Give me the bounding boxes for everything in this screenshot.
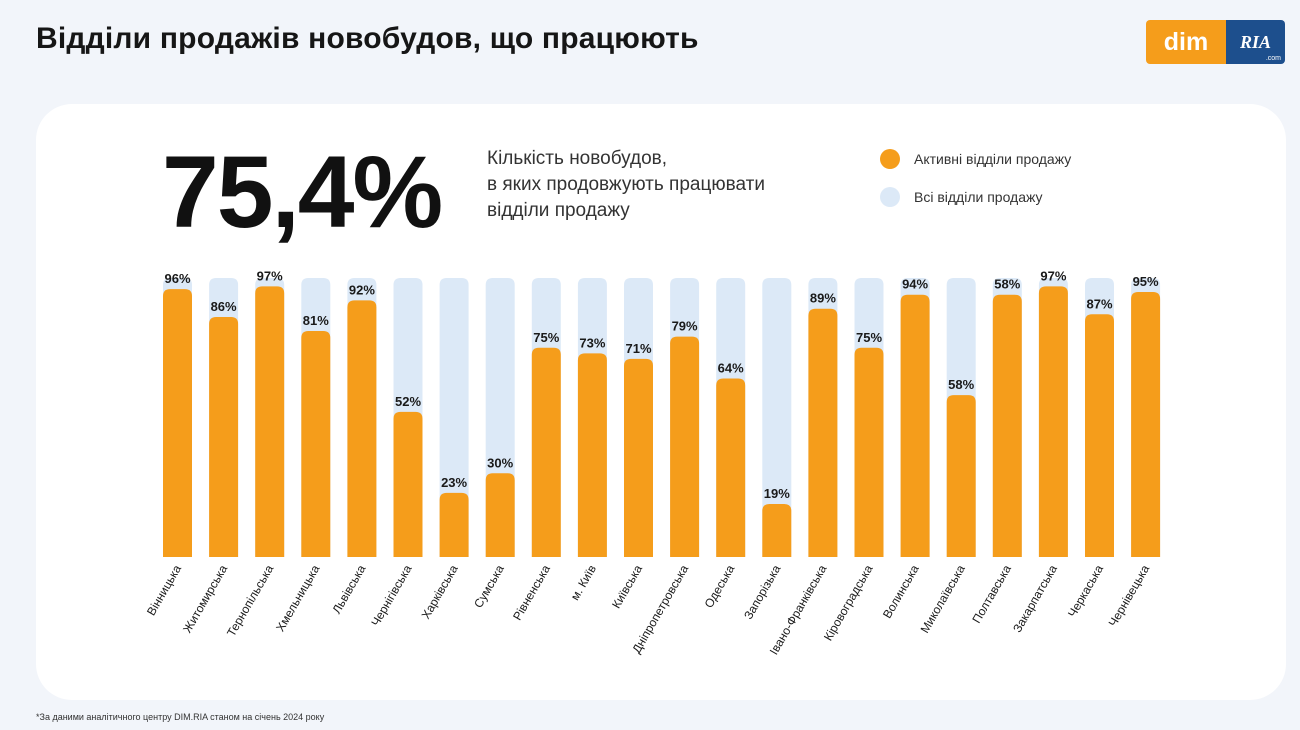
data-label-4: 92% [349, 282, 375, 297]
bar-active-1 [209, 317, 239, 557]
bar-active-12 [716, 378, 746, 557]
category-label-15: Кіровоградська [821, 562, 876, 643]
category-label-20: Черкаська [1065, 562, 1106, 619]
bar-active-2 [255, 286, 285, 557]
legend-label-all: Всі відділи продажу [914, 189, 1043, 205]
category-label-4: Львівська [329, 562, 368, 616]
bar-active-8 [531, 347, 561, 557]
bar-active-19 [1038, 286, 1068, 557]
data-label-7: 30% [487, 455, 513, 470]
bar-chart: 96% Вінницька 86% Житомирська 97% Тернопільсь… [144, 268, 1161, 657]
summary-description: Кількість новобудов, в яких продовжують … [487, 146, 847, 224]
category-label-6: Харківська [419, 562, 461, 621]
bar-active-9 [577, 353, 607, 557]
summary-description-line: в яких продовжують працювати [487, 174, 765, 195]
logo-ria-domain: .com [1265, 55, 1281, 62]
legend-label-active: Активні відділи продажу [914, 151, 1072, 167]
data-label-5: 52% [395, 394, 421, 409]
data-label-12: 64% [718, 360, 744, 375]
bar-active-20 [1085, 314, 1114, 557]
bar-all-13 [762, 278, 792, 557]
legend-swatch-active [880, 149, 900, 169]
category-label-7: Сумська [471, 562, 507, 610]
data-label-18: 58% [994, 277, 1020, 292]
data-label-9: 73% [579, 335, 605, 350]
chart-card [36, 104, 1286, 700]
chart-legend: Активні відділи продажу Всі відділи прод… [880, 148, 1071, 224]
logo-ria-text: RIA [1239, 31, 1272, 52]
legend-item-all: Всі відділи продажу [880, 186, 1071, 208]
legend-item-active: Активні відділи продажу [880, 148, 1071, 170]
data-label-2: 97% [257, 268, 283, 283]
footnote: *За даними аналітичного центру DIM.RIA с… [36, 712, 325, 722]
data-label-10: 71% [625, 341, 651, 356]
category-label-8: Рівненська [510, 562, 553, 622]
category-label-18: Полтавська [969, 562, 1014, 625]
bar-active-6 [439, 492, 469, 557]
summary-percentage: 75,4% [162, 135, 443, 249]
bar-active-4 [347, 300, 377, 557]
page-title: Відділи продажів новобудов, що працюють [36, 22, 699, 55]
data-label-21: 95% [1133, 274, 1159, 289]
summary-description-line: відділи продажу [487, 200, 630, 221]
dim-ria-logo: dim RIA .com [1146, 20, 1285, 64]
data-label-20: 87% [1086, 296, 1112, 311]
legend-swatch-all [880, 187, 900, 207]
data-label-16: 94% [902, 277, 928, 292]
summary-description-line: Кількість новобудов, [487, 148, 668, 169]
category-label-21: Чернівецька [1106, 562, 1153, 629]
data-label-13: 19% [764, 486, 790, 501]
bar-active-16 [900, 294, 930, 557]
bar-active-7 [485, 473, 515, 557]
data-label-0: 96% [164, 271, 190, 286]
bar-all-6 [439, 278, 469, 557]
data-label-15: 75% [856, 330, 882, 345]
bar-active-5 [393, 411, 423, 557]
data-label-11: 79% [672, 319, 698, 334]
category-label-5: Чернігівська [368, 562, 414, 628]
bar-active-3 [301, 331, 331, 557]
logo-dim-text: dim [1146, 20, 1226, 64]
data-label-6: 23% [441, 475, 467, 490]
data-label-17: 58% [948, 377, 974, 392]
bar-active-0 [163, 289, 192, 557]
category-label-19: Закарпатська [1010, 562, 1060, 635]
category-label-17: Миколаївська [918, 562, 968, 635]
data-label-19: 97% [1040, 268, 1066, 283]
data-label-1: 86% [211, 299, 237, 314]
category-label-16: Волинська [880, 562, 922, 621]
bar-active-18 [992, 294, 1022, 557]
category-label-2: Тернопільська [224, 562, 276, 639]
bar-active-15 [854, 347, 884, 557]
category-label-3: Хмельницька [273, 562, 323, 634]
bar-active-21 [1131, 291, 1161, 557]
category-label-10: Київська [609, 562, 645, 611]
category-label-0: Вінницька [144, 562, 184, 618]
category-label-13: Запорізька [741, 562, 783, 622]
logo-ria-block: RIA .com [1226, 20, 1285, 64]
data-label-8: 75% [533, 330, 559, 345]
category-label-1: Житомирська [180, 562, 230, 635]
data-label-14: 89% [810, 291, 836, 306]
category-label-12: Одеська [702, 562, 738, 610]
bar-active-13 [762, 503, 792, 557]
data-label-3: 81% [303, 313, 329, 328]
bar-active-14 [808, 308, 838, 557]
bar-active-11 [670, 336, 700, 557]
bar-active-17 [946, 395, 976, 557]
category-label-9: м. Київ [568, 563, 599, 603]
bar-active-10 [624, 358, 653, 557]
